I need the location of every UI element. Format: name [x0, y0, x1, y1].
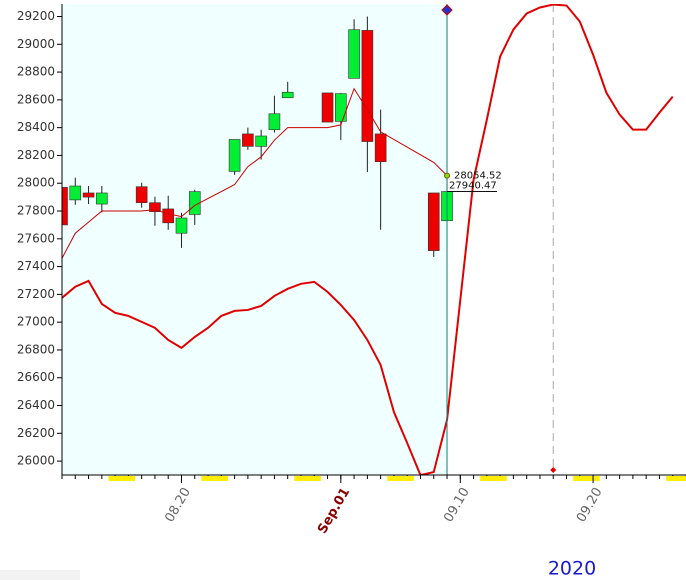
- weekend-mark: [214, 476, 228, 481]
- weekend-mark: [573, 476, 587, 481]
- weekend-mark: [307, 476, 321, 481]
- candle-body: [268, 113, 281, 131]
- candle-body: [348, 29, 360, 79]
- candle-body: [96, 192, 108, 205]
- weekend-mark: [121, 476, 136, 481]
- candle-body: [281, 91, 294, 99]
- y-tick-label: 26000: [17, 454, 55, 468]
- y-tick-label: 26400: [17, 398, 55, 412]
- candle-body: [242, 133, 254, 147]
- candle-body: [82, 192, 95, 198]
- close-value-label: 27940.47: [449, 181, 497, 192]
- y-tick-label: 26600: [17, 370, 55, 384]
- y-tick-label: 28800: [17, 65, 55, 79]
- y-tick-label: 27600: [17, 231, 55, 245]
- y-tick-label: 27400: [17, 259, 55, 273]
- y-tick-label: 28200: [17, 148, 55, 162]
- candle-body: [361, 30, 374, 142]
- y-tick-label: 27200: [17, 287, 55, 301]
- y-tick-label: 28400: [17, 120, 55, 134]
- y-tick-label: 28600: [17, 92, 55, 106]
- ma-point: [444, 172, 451, 179]
- candle-body: [321, 92, 334, 123]
- y-tick-label: 29200: [17, 9, 55, 23]
- weekend-mark: [679, 476, 686, 481]
- candle-body: [335, 93, 347, 122]
- weekend-mark: [294, 476, 308, 481]
- y-tick-label: 28000: [17, 176, 55, 190]
- candle-body: [149, 202, 161, 213]
- ma-value-label: 28054.52: [454, 171, 502, 182]
- candle-body: [69, 185, 82, 201]
- candle-body: [374, 133, 387, 162]
- weekend-mark: [108, 476, 122, 481]
- weekend-mark: [387, 476, 401, 481]
- peak-marker: [550, 467, 557, 473]
- y-tick-label: 26800: [17, 342, 55, 356]
- weekend-mark: [201, 476, 215, 481]
- candle-body: [62, 187, 68, 226]
- history-background: [62, 4, 448, 475]
- line-series: [62, 87, 448, 259]
- weekend-mark: [666, 476, 680, 481]
- line-series: [62, 4, 674, 475]
- candle-body: [228, 139, 241, 172]
- candle-body: [162, 208, 175, 224]
- weekend-mark: [480, 476, 494, 481]
- y-tick-label: 27800: [17, 204, 55, 218]
- y-tick-label: 26200: [17, 426, 55, 440]
- candle-body: [175, 217, 188, 234]
- corner-shade: [0, 570, 80, 580]
- weekend-mark: [400, 476, 414, 481]
- plot-area: [62, 4, 674, 475]
- candle-body: [427, 192, 440, 251]
- weekend-mark: [493, 476, 507, 481]
- y-tick-label: 27000: [17, 315, 55, 329]
- y-tick-label: 29000: [17, 37, 55, 51]
- current-marker: [441, 4, 453, 16]
- year-label: 2020: [548, 558, 596, 580]
- candle-body: [135, 186, 148, 203]
- candle-body: [255, 135, 267, 147]
